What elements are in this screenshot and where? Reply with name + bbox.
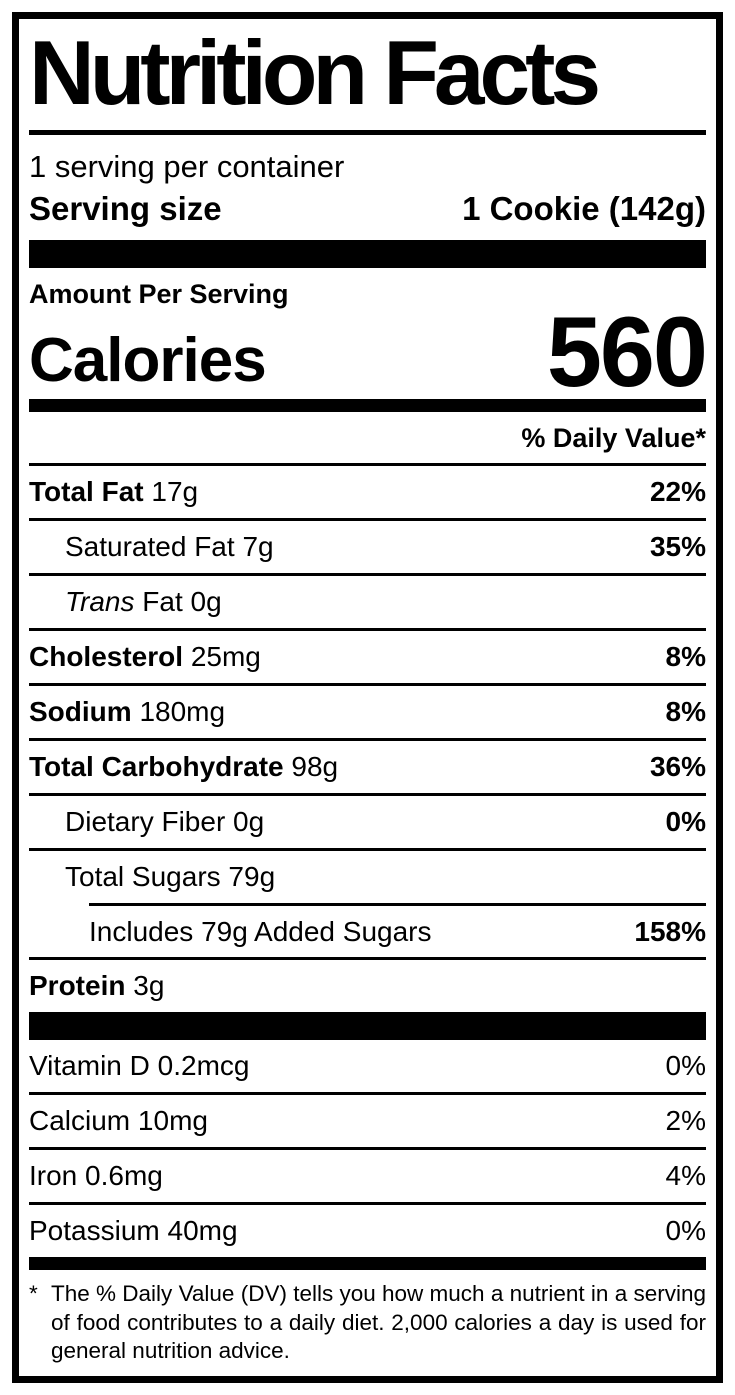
vitamin-name: Calcium xyxy=(29,1105,131,1137)
nutrient-amount: 0g xyxy=(233,805,265,837)
nutrient-amount: 180mg xyxy=(139,695,226,727)
nutrient-name: Includes 79g Added Sugars xyxy=(89,915,432,947)
nutrient-name: Total Fat xyxy=(29,476,144,508)
nutrient-row-total-sugars: Total Sugars 79g xyxy=(29,851,706,903)
vitamin-name: Vitamin D xyxy=(29,1050,150,1082)
vitamin-row-potassium: Potassium 40mg 0% xyxy=(29,1205,706,1257)
nutrient-amount: 0g xyxy=(190,586,222,618)
calories-label: Calories xyxy=(29,326,267,396)
nutrient-dv: 8% xyxy=(665,641,706,672)
serving-size-label: Serving size xyxy=(29,190,222,228)
calories-value: 560 xyxy=(546,296,708,408)
nutrient-row-sodium: Sodium 180mg 8% xyxy=(29,686,706,741)
nutrient-amount: 79g xyxy=(228,860,276,892)
label-title: Nutrition Facts xyxy=(29,25,706,136)
nutrient-row-total-fat: Total Fat 17g 22% xyxy=(29,466,706,522)
vitamin-row-vitamin-d: Vitamin D 0.2mcg 0% xyxy=(29,1040,706,1096)
vitamin-dv: 0% xyxy=(665,1050,706,1082)
vitamin-row-calcium: Calcium 10mg 2% xyxy=(29,1095,706,1151)
nutrient-dv: 36% xyxy=(649,750,706,782)
calories-row: Calories 560 xyxy=(29,296,708,408)
vitamin-amount: 40mg xyxy=(167,1215,238,1247)
nutrient-row-protein: Protein 3g xyxy=(29,960,706,1012)
vitamin-name: Potassium xyxy=(29,1215,160,1247)
nutrient-amount: 17g xyxy=(151,476,199,508)
nutrient-name-italic: Trans xyxy=(65,586,135,618)
vitamin-amount: 0.6mg xyxy=(85,1160,163,1192)
nutrient-name: Dietary Fiber xyxy=(65,805,226,837)
vitamin-dv: 4% xyxy=(665,1160,706,1192)
nutrient-row-dietary-fiber: Dietary Fiber 0g 0% xyxy=(29,796,706,851)
footnote-asterisk: * xyxy=(29,1280,38,1306)
nutrient-name: Total Carbohydrate xyxy=(29,750,284,782)
nutrient-row-total-carbohydrate: Total Carbohydrate 98g 36% xyxy=(29,741,706,796)
daily-value-footnote: * The % Daily Value (DV) tells you how m… xyxy=(29,1270,706,1366)
separator-bar-medium-calories xyxy=(29,399,706,413)
nutrient-dv: 158% xyxy=(634,915,706,947)
nutrient-name: Saturated Fat xyxy=(65,531,235,563)
nutrient-dv: 22% xyxy=(649,476,706,508)
daily-value-header: % Daily Value* xyxy=(29,412,706,467)
nutrient-row-trans-fat: Trans Fat 0g xyxy=(29,576,706,631)
nutrient-name: Total Sugars xyxy=(65,860,221,892)
nutrient-dv: 35% xyxy=(649,531,706,563)
separator-bar-thick-vitamins xyxy=(29,1012,706,1041)
nutrient-row-added-sugars: Includes 79g Added Sugars 158% xyxy=(29,906,706,961)
nutrient-amount: 3g xyxy=(133,970,165,1002)
nutrient-dv: 0% xyxy=(665,805,706,837)
nutrient-name: Sodium xyxy=(29,695,132,727)
nutrient-amount: 25mg xyxy=(190,641,261,672)
serving-size-row: Serving size 1 Cookie (142g) xyxy=(29,185,706,240)
servings-per-container: 1 serving per container xyxy=(29,149,345,185)
serving-size-value: 1 Cookie (142g) xyxy=(462,190,706,228)
nutrient-name: Fat xyxy=(142,586,183,618)
nutrient-row-cholesterol: Cholesterol 25mg 8% xyxy=(29,631,706,686)
separator-bar-thick-top xyxy=(29,240,706,269)
vitamin-dv: 2% xyxy=(665,1105,706,1137)
nutrient-row-saturated-fat: Saturated Fat 7g 35% xyxy=(29,521,706,577)
nutrient-name: Cholesterol xyxy=(29,641,184,672)
vitamin-amount: 0.2mcg xyxy=(157,1050,250,1082)
indented-separator-rule xyxy=(89,902,706,906)
vitamin-amount: 10mg xyxy=(137,1105,208,1137)
amount-per-serving-label: Amount Per Serving xyxy=(29,279,289,310)
nutrient-dv: 8% xyxy=(665,695,706,727)
nutrient-amount: 98g xyxy=(291,750,339,782)
vitamin-name: Iron xyxy=(29,1160,78,1192)
separator-bar-medium-footnote xyxy=(29,1256,706,1270)
vitamin-row-iron: Iron 0.6mg 4% xyxy=(29,1150,706,1206)
nutrient-amount: 7g xyxy=(242,531,274,563)
nutrition-facts-label: Nutrition Facts 1 serving per container … xyxy=(12,12,723,1383)
footnote-text: The % Daily Value (DV) tells you how muc… xyxy=(51,1280,706,1364)
vitamin-dv: 0% xyxy=(665,1215,706,1247)
nutrient-name: Protein xyxy=(29,970,126,1002)
